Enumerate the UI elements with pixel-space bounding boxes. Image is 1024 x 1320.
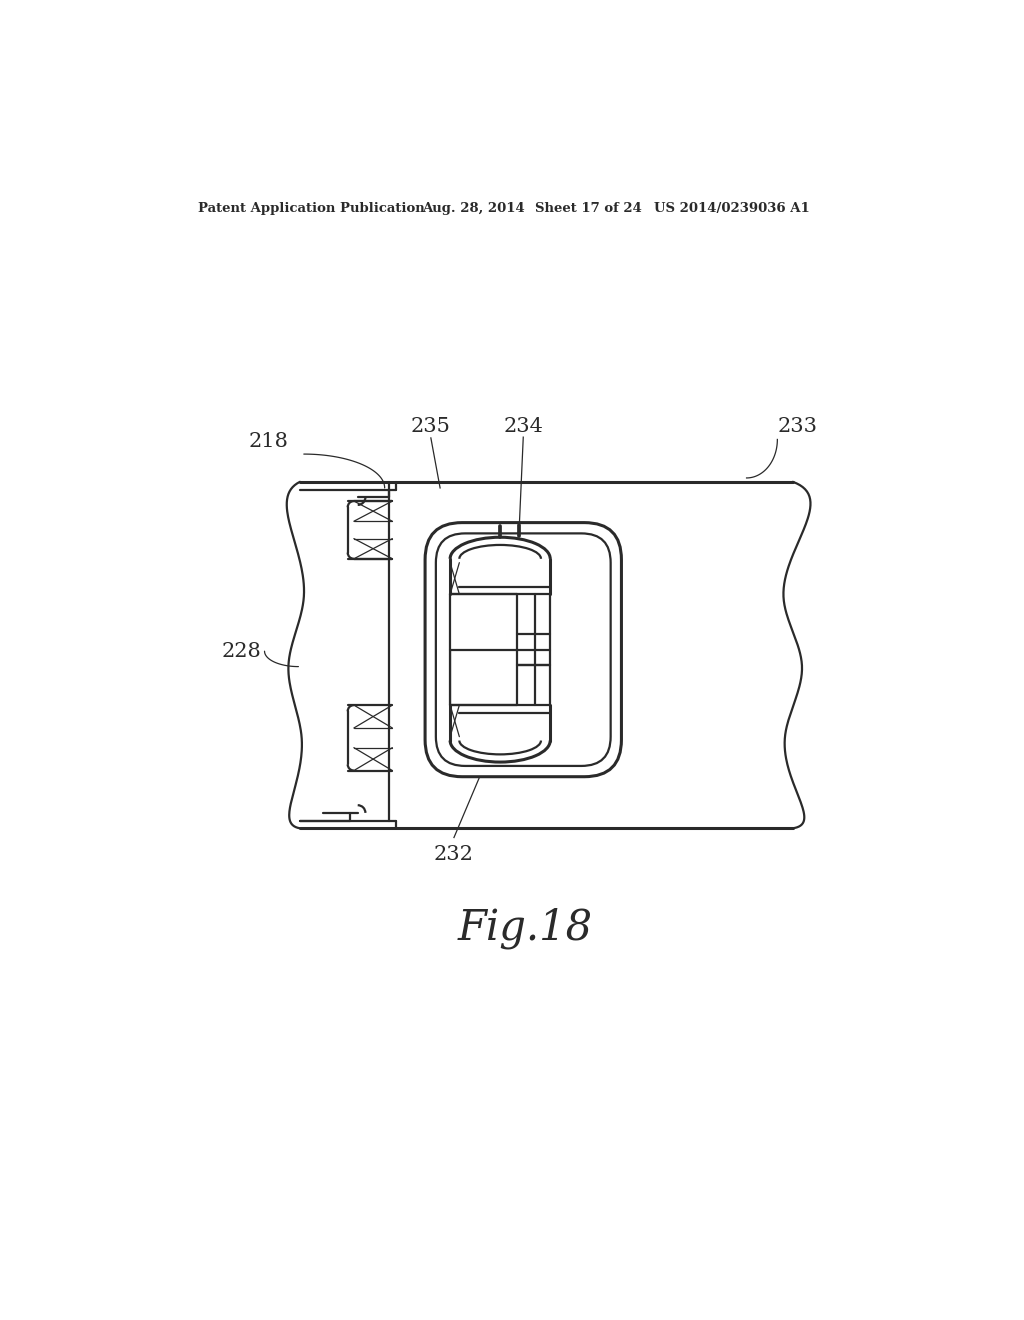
FancyBboxPatch shape: [425, 523, 622, 776]
Text: Patent Application Publication: Patent Application Publication: [199, 202, 425, 215]
Text: Aug. 28, 2014: Aug. 28, 2014: [422, 202, 524, 215]
Text: 234: 234: [504, 417, 543, 436]
Text: 228: 228: [222, 642, 261, 661]
Text: Fig.18: Fig.18: [458, 907, 592, 949]
Text: 218: 218: [249, 432, 289, 451]
Text: 235: 235: [411, 417, 451, 436]
Text: US 2014/0239036 A1: US 2014/0239036 A1: [654, 202, 810, 215]
FancyBboxPatch shape: [436, 533, 610, 766]
Text: 233: 233: [777, 417, 817, 436]
Text: Sheet 17 of 24: Sheet 17 of 24: [535, 202, 642, 215]
Text: 232: 232: [434, 845, 474, 865]
